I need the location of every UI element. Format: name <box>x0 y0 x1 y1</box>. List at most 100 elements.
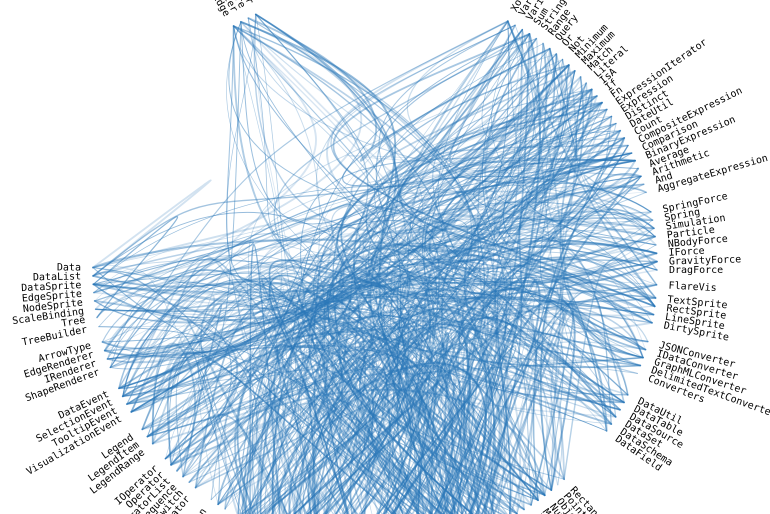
edge <box>277 47 556 514</box>
edge <box>232 25 559 486</box>
edge <box>92 248 658 298</box>
edge <box>327 152 633 514</box>
edge <box>249 364 506 514</box>
edge <box>152 346 394 514</box>
edge <box>104 76 582 352</box>
edge <box>106 332 328 514</box>
edge <box>353 130 621 491</box>
edge <box>276 331 629 514</box>
edge <box>262 281 454 514</box>
edge <box>259 274 471 514</box>
edge <box>292 271 649 514</box>
edge <box>332 284 658 316</box>
edge <box>237 283 396 514</box>
edge <box>92 238 655 316</box>
edge <box>268 259 644 514</box>
edge <box>92 266 251 514</box>
edge <box>200 288 641 514</box>
edge <box>300 144 629 514</box>
edge <box>92 271 433 514</box>
edge <box>463 280 608 514</box>
edge <box>345 383 470 514</box>
edge <box>375 82 587 491</box>
edge <box>539 208 655 491</box>
edge <box>94 20 363 311</box>
edge <box>146 366 419 514</box>
edge <box>437 20 563 486</box>
edge <box>363 267 617 514</box>
edge <box>506 20 644 359</box>
edge <box>334 249 657 514</box>
edge <box>340 101 603 514</box>
edge <box>374 43 544 514</box>
edge <box>263 206 657 514</box>
edge <box>473 123 657 246</box>
edge <box>118 282 629 396</box>
edge <box>92 275 491 514</box>
edge <box>386 102 625 247</box>
edge <box>396 382 459 514</box>
edge <box>448 24 576 164</box>
edge <box>369 278 447 514</box>
edge <box>118 278 489 478</box>
edge <box>302 364 465 514</box>
edge <box>452 64 570 514</box>
edge <box>416 256 656 514</box>
edge <box>248 159 636 514</box>
edge <box>424 58 642 263</box>
edge <box>306 261 647 514</box>
edge <box>103 88 593 358</box>
edge <box>331 284 657 514</box>
edge <box>121 264 655 398</box>
edge <box>306 274 548 514</box>
edge <box>247 17 551 162</box>
edge <box>186 318 287 514</box>
edge <box>434 33 653 336</box>
edge <box>94 300 405 514</box>
edge <box>351 64 570 514</box>
edge <box>377 282 657 514</box>
edge <box>324 42 548 514</box>
edge <box>109 237 625 404</box>
edge <box>509 64 577 514</box>
edge <box>245 273 493 514</box>
edge <box>428 70 656 308</box>
edge <box>293 249 655 514</box>
edge <box>428 88 656 270</box>
edge <box>106 344 365 514</box>
edge <box>360 20 523 255</box>
edge <box>122 226 455 514</box>
edge <box>255 14 546 496</box>
edge <box>370 43 544 514</box>
edge <box>429 303 574 514</box>
node-label-iforce: IForce <box>668 246 705 259</box>
edge <box>323 378 525 514</box>
edge <box>226 25 641 367</box>
edge <box>507 20 658 278</box>
edge <box>170 388 546 497</box>
edge <box>101 284 345 406</box>
edge <box>343 345 480 514</box>
edge <box>287 64 570 514</box>
edge <box>441 184 656 418</box>
edge <box>246 223 657 514</box>
edge <box>359 269 658 418</box>
edge <box>247 17 507 514</box>
edge <box>417 285 455 514</box>
edge <box>463 53 621 411</box>
edge <box>290 296 617 514</box>
edge <box>253 380 471 514</box>
edge <box>249 308 507 514</box>
edge <box>170 137 626 466</box>
edge <box>414 211 652 396</box>
edge <box>411 357 644 514</box>
edge <box>126 278 459 514</box>
edge <box>583 174 658 271</box>
edge <box>121 276 508 514</box>
edge <box>391 33 531 514</box>
edge <box>338 33 593 287</box>
edge <box>271 308 488 514</box>
edge <box>126 327 375 514</box>
edge <box>464 334 564 514</box>
edge <box>271 33 530 514</box>
